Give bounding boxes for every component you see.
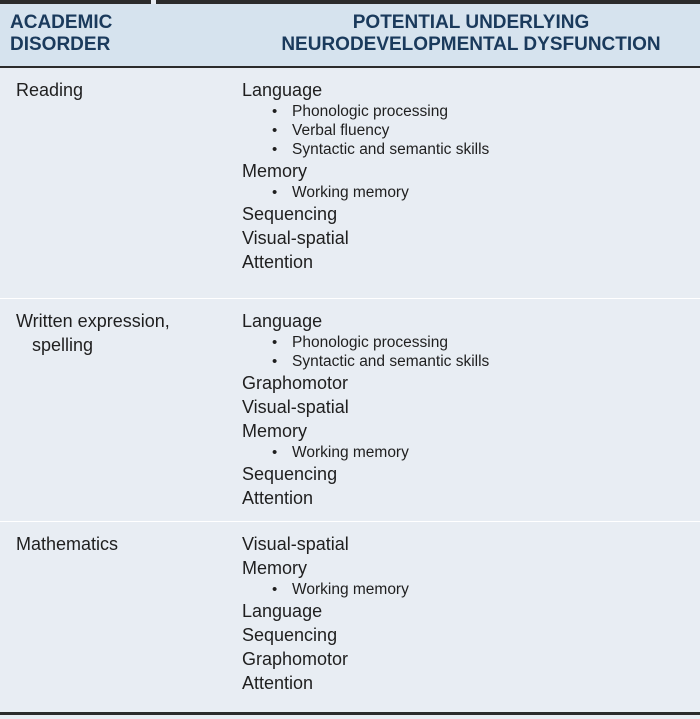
dysfunction-item: Visual-spatial: [242, 228, 349, 248]
sub-item: • Working memory: [272, 444, 409, 461]
dysfunction-item: Attention: [242, 673, 314, 693]
disorder-cell: Written expression, spelling: [16, 309, 236, 357]
dysfunction-item: Memory: [242, 421, 308, 441]
dysfunction-item: Sequencing: [242, 204, 338, 224]
dysfunction-item: Attention: [242, 252, 314, 272]
disorder-label: Written expression,: [16, 311, 170, 331]
disorder-cell: Mathematics: [16, 532, 236, 556]
dysfunction-cell: Visual-spatial Memory • Working memory La…: [242, 532, 690, 695]
sub-item: • Syntactic and semantic skills: [272, 141, 490, 158]
top-rule-gap: [151, 0, 156, 4]
dysfunction-item: Graphomotor: [242, 649, 349, 669]
sub-item: • Syntactic and semantic skills: [272, 353, 490, 370]
disorder-label: Reading: [16, 80, 84, 100]
sub-item: • Phonologic processing: [272, 334, 448, 351]
header-dysfunction: POTENTIAL UNDERLYING NEURODEVELOPMENTAL …: [250, 12, 692, 56]
bullet-icon: •: [272, 122, 278, 139]
dysfunction-item: Visual-spatial: [242, 397, 349, 417]
dysfunction-cell: Language • Phonologic processing • Verbal …: [242, 78, 690, 274]
bullet-icon: •: [272, 353, 278, 370]
sub-item: • Verbal fluency: [272, 122, 390, 139]
top-rule: [0, 0, 700, 4]
dysfunction-cell: Language • Phonologic processing • Syntact…: [242, 309, 690, 510]
table-row-reading: Reading Language • Phonologic processing …: [0, 68, 700, 299]
table-row-mathematics: Mathematics Visual-spatial Memory • Worki…: [0, 522, 700, 713]
dysfunction-item: Sequencing: [242, 625, 338, 645]
dysfunction-item: Memory: [242, 161, 308, 181]
dysfunction-item: Language: [242, 80, 323, 100]
dysfunction-item: Graphomotor: [242, 373, 349, 393]
header-right-line1: POTENTIAL UNDERLYING: [352, 12, 590, 33]
header-right-line2: NEURODEVELOPMENTAL DYSFUNCTION: [281, 34, 661, 55]
dysfunction-item: Language: [242, 311, 323, 331]
sub-item: • Working memory: [272, 184, 409, 201]
disorder-label: Mathematics: [16, 534, 119, 554]
table-row-written-expression: Written expression, spelling Language • P…: [0, 299, 700, 522]
dysfunction-item: Language: [242, 601, 323, 621]
header-academic-disorder: ACADEMIC DISORDER: [10, 12, 160, 56]
bullet-icon: •: [272, 103, 278, 120]
table-header: ACADEMIC DISORDER POTENTIAL UNDERLYING N…: [0, 4, 700, 68]
bullet-icon: •: [272, 184, 278, 201]
bullet-icon: •: [272, 334, 278, 351]
dysfunction-item: Sequencing: [242, 464, 338, 484]
bullet-icon: •: [272, 581, 278, 598]
disorder-cell: Reading: [16, 78, 236, 102]
sub-item: • Working memory: [272, 581, 409, 598]
header-left-line2: DISORDER: [10, 34, 111, 55]
bullet-icon: •: [272, 444, 278, 461]
disorder-label-cont: spelling: [32, 335, 94, 355]
dysfunction-item: Visual-spatial: [242, 534, 349, 554]
bottom-rule: [0, 712, 700, 715]
dysfunction-item: Memory: [242, 558, 308, 578]
dysfunction-item: Attention: [242, 488, 314, 508]
bullet-icon: •: [272, 141, 278, 158]
header-left-line1: ACADEMIC: [10, 12, 113, 33]
sub-item: • Phonologic processing: [272, 103, 448, 120]
